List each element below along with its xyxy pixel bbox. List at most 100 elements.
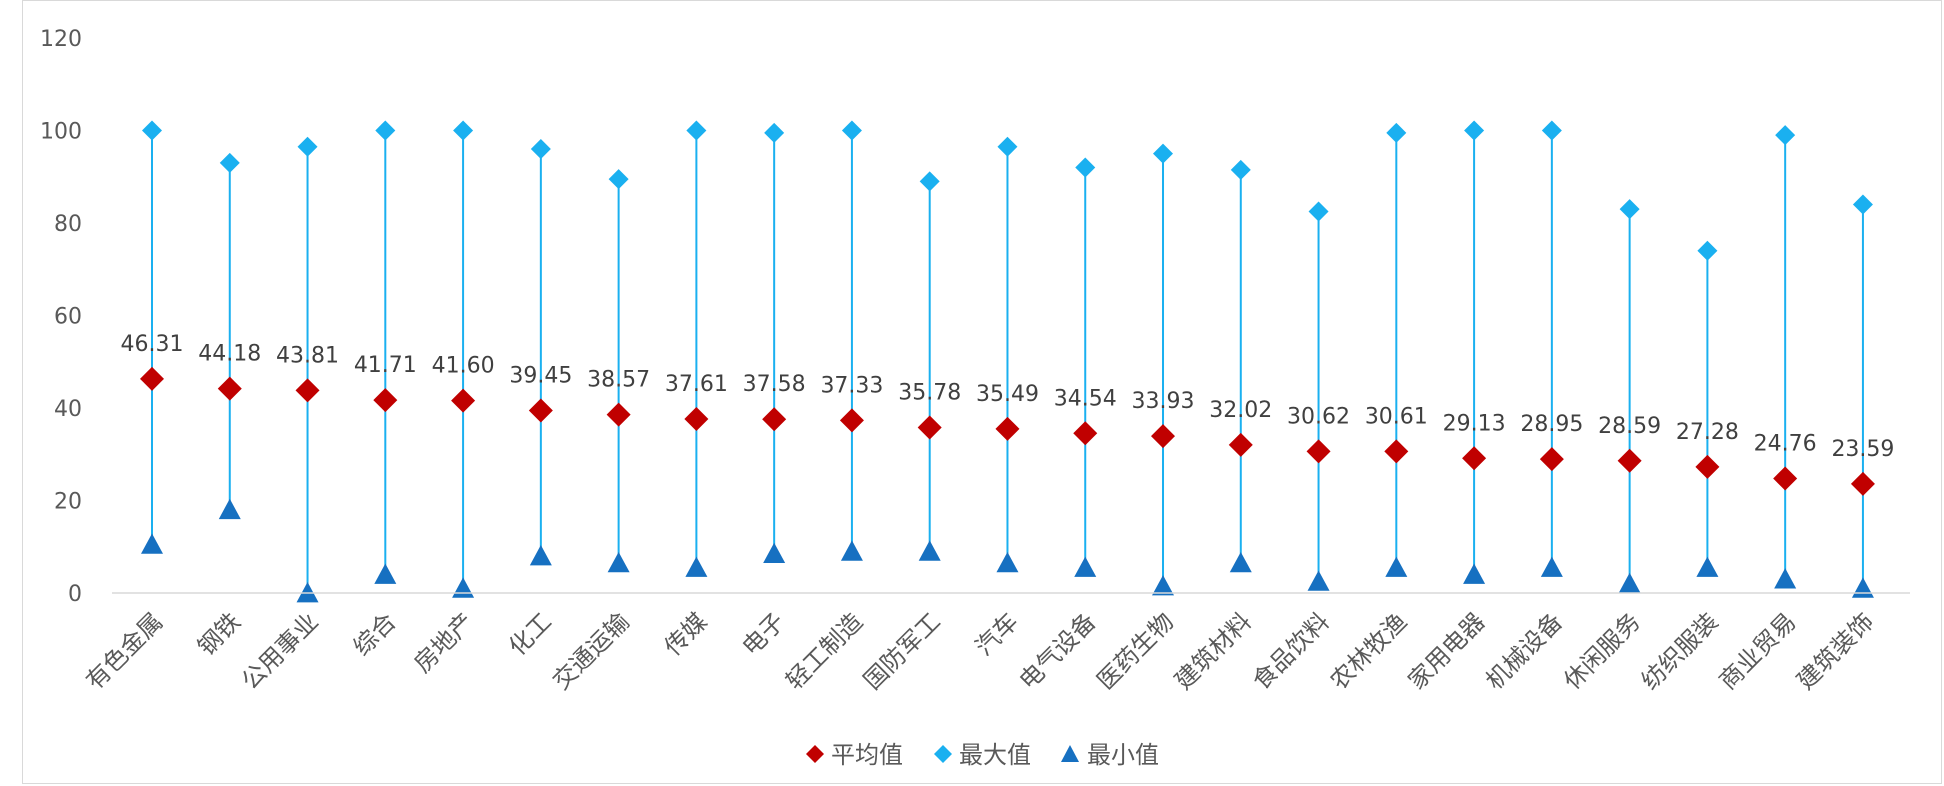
data-labels: 46.31 44.18 43.81 41.71 41.60 39.45 38.57 37.61… [121, 332, 1895, 462]
max-point [997, 136, 1018, 157]
avg-point [1695, 454, 1720, 479]
min-point [1696, 556, 1719, 577]
x-tick-label: 轻工制造 [780, 607, 868, 695]
avg-data-label: 27.28 [1676, 420, 1739, 445]
max-point [1075, 157, 1096, 178]
legend-min-marker [1061, 745, 1079, 762]
min-point [452, 577, 475, 598]
max-point [219, 152, 240, 173]
avg-data-label: 37.33 [820, 373, 883, 398]
x-tick-label: 综合 [348, 607, 402, 661]
x-tick-label: 房地产 [409, 607, 480, 678]
avg-data-label: 41.60 [432, 354, 495, 379]
avg-point [839, 408, 864, 433]
avg-point [684, 407, 709, 432]
min-point [529, 545, 552, 566]
min-point [763, 542, 786, 564]
min-point [1152, 575, 1175, 596]
min-point [1774, 568, 1797, 589]
x-tick-label: 电子 [737, 607, 791, 661]
x-tick-label: 建筑材料 [1169, 607, 1257, 695]
avg-point [140, 366, 164, 391]
avg-data-label: 37.61 [665, 372, 728, 397]
min-point [918, 540, 941, 561]
range-lines [151, 130, 1864, 593]
x-tick-label: 商业贸易 [1714, 607, 1802, 695]
y-tick-label: 120 [40, 27, 82, 52]
legend-item-min: 最小值 [1061, 741, 1159, 769]
markers [140, 120, 1875, 603]
max-point [1541, 120, 1562, 141]
y-tick-label: 60 [54, 305, 82, 330]
avg-data-label: 23.59 [1831, 437, 1894, 462]
min-point [1463, 563, 1486, 584]
x-tick-label: 休闲服务 [1558, 607, 1646, 695]
legend-max-marker [934, 745, 952, 763]
avg-data-label: 28.59 [1598, 414, 1661, 439]
y-tick-label: 100 [40, 120, 82, 145]
x-tick-label: 传媒 [659, 607, 713, 661]
min-point [840, 540, 863, 561]
min-point [996, 551, 1019, 573]
avg-point [528, 398, 553, 423]
avg-point [1306, 439, 1331, 464]
max-point [1153, 143, 1174, 164]
avg-data-label: 30.61 [1365, 404, 1428, 429]
avg-data-label: 33.93 [1132, 389, 1195, 414]
x-tick-label: 建筑装饰 [1792, 607, 1880, 695]
legend-min-label: 最小值 [1087, 741, 1159, 769]
min-point [141, 533, 163, 554]
x-tick-label: 交通运输 [547, 607, 635, 695]
x-tick-label: 纺织服装 [1636, 607, 1724, 695]
max-point [1619, 199, 1640, 220]
x-tick-label: 化工 [503, 607, 557, 661]
avg-data-label: 46.31 [121, 332, 184, 357]
avg-data-label: 44.18 [198, 342, 261, 367]
avg-data-label: 39.45 [509, 364, 572, 389]
min-point [1229, 551, 1252, 573]
x-tick-label: 家用电器 [1403, 607, 1491, 695]
avg-data-label: 34.54 [1054, 386, 1117, 411]
avg-data-label: 32.02 [1209, 398, 1272, 423]
max-point [764, 122, 785, 143]
avg-data-label: 28.95 [1520, 412, 1583, 437]
avg-point [451, 388, 476, 413]
max-point [530, 139, 551, 159]
x-tick-label: 国防军工 [858, 607, 946, 695]
avg-point [1850, 471, 1875, 496]
legend-item-avg: 平均值 [806, 741, 903, 769]
avg-point [373, 388, 398, 413]
avg-point [217, 376, 242, 401]
min-point [1540, 556, 1563, 577]
avg-point [1462, 446, 1487, 471]
chart-frame [22, 0, 1942, 784]
max-point [142, 120, 162, 141]
y-tick-label: 80 [54, 212, 82, 237]
max-point [297, 136, 318, 157]
max-point [1775, 125, 1796, 146]
avg-point [1228, 432, 1253, 457]
x-tick-label: 公用事业 [236, 607, 324, 695]
x-tick-label: 钢铁 [192, 607, 246, 661]
x-tick-label: 食品饮料 [1247, 607, 1335, 695]
max-point [1308, 201, 1329, 222]
max-point [919, 171, 940, 192]
min-point [1074, 556, 1097, 577]
avg-point [762, 407, 787, 432]
legend-item-max: 最大值 [934, 741, 1031, 769]
y-tick-label: 20 [54, 490, 82, 515]
avg-point [1384, 439, 1409, 464]
avg-point [1539, 447, 1564, 472]
min-point [1851, 577, 1874, 598]
avg-point [1617, 448, 1642, 473]
min-point [374, 563, 397, 584]
x-tick-label: 有色金属 [81, 607, 169, 695]
max-point [1697, 240, 1718, 261]
y-tick-label: 0 [68, 582, 82, 607]
avg-data-label: 29.13 [1443, 411, 1506, 436]
min-point [685, 556, 708, 577]
legend-avg-label: 平均值 [831, 741, 903, 769]
avg-point [917, 415, 942, 440]
